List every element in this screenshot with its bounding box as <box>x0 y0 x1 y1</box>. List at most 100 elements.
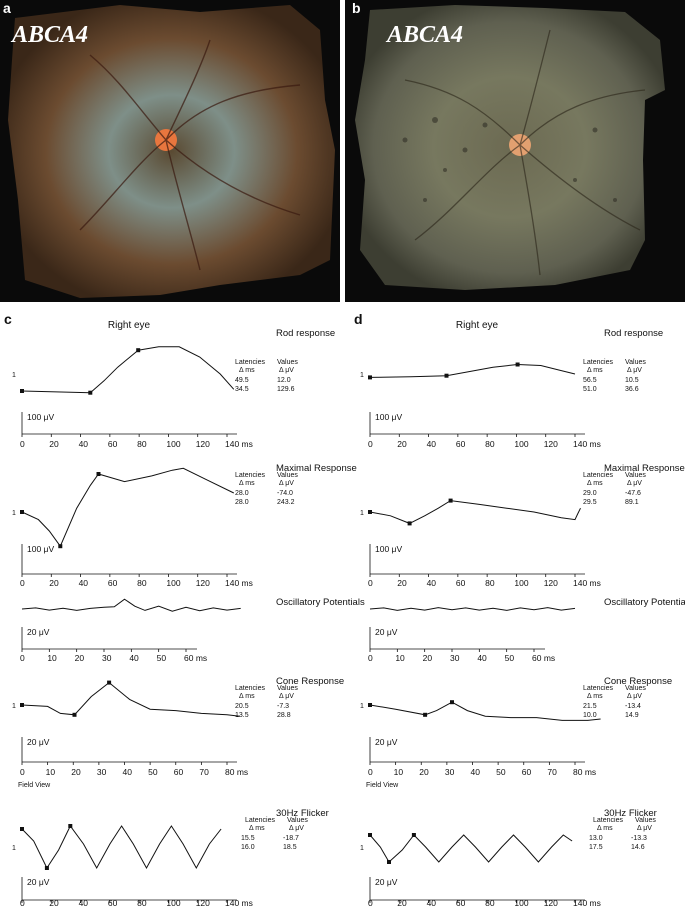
erg-section-oscillatory-potentials: Oscillatory Potentials 20 μV 0 10 20 30 40 50 60… <box>20 597 365 663</box>
x-tick-label: 50 <box>496 767 506 777</box>
field-view-label: Field View <box>18 782 51 789</box>
latency-value: 28.0 <box>235 490 249 497</box>
value-amplitude: 10.5 <box>625 377 639 384</box>
erg-trace <box>21 346 235 394</box>
values-unit: Δ μV <box>279 693 294 700</box>
pigment-deposits-b <box>402 117 617 202</box>
x-tick-label: 0 <box>20 439 25 449</box>
values-unit: Δ μV <box>637 825 652 832</box>
x-tick-label: 0 <box>368 653 373 663</box>
panel-letter-a: a <box>3 0 11 16</box>
trace-marker <box>136 348 141 353</box>
section-title: Cone Response <box>276 676 344 687</box>
trace-marker <box>368 375 372 380</box>
x-tick-label: 60 <box>456 439 466 449</box>
x-tick-label: 30 <box>450 653 460 663</box>
x-tick-label: 20 <box>49 439 59 449</box>
x-tick-label: 80 <box>485 439 495 449</box>
value-amplitude: 28.8 <box>277 712 291 719</box>
x-tick-label: 10 <box>46 767 56 777</box>
eye-title: Right eye <box>108 320 151 331</box>
trace-channel-label: 1 <box>12 703 16 710</box>
trace-marker <box>368 833 372 837</box>
fundus-photo-a: ABCA4 a <box>0 0 340 302</box>
trace-marker <box>68 824 73 828</box>
x-tick-label: 60 <box>108 439 118 449</box>
x-tick-label: 140 ms <box>225 898 253 908</box>
x-tick-label: 40 <box>79 439 89 449</box>
latencies-header: Latencies <box>235 472 265 479</box>
x-tick-label: 140 ms <box>225 578 253 588</box>
section-title: Rod response <box>604 328 663 339</box>
latencies-header: Latencies <box>583 472 613 479</box>
x-tick-label: 120 <box>196 439 210 449</box>
latency-value: 51.0 <box>583 386 597 393</box>
latencies-header: Latencies <box>245 817 275 824</box>
x-tick-label: 120 <box>544 898 558 908</box>
amplitude-scale-label: 20 μV <box>375 627 398 637</box>
x-tick-label: 20 <box>71 767 81 777</box>
trace-marker <box>44 866 49 870</box>
x-tick-label: 80 <box>137 578 147 588</box>
section-title: Oscillatory Potentials <box>276 597 365 608</box>
x-tick-label: 60 <box>456 898 466 908</box>
x-tick-label: 70 <box>199 767 209 777</box>
x-tick-label: 40 <box>427 439 437 449</box>
fundus-photo-b: ABCA4 b <box>345 0 685 302</box>
latencies-header: Latencies <box>593 817 623 824</box>
x-tick-label: 30 <box>102 653 112 663</box>
value-amplitude: 12.0 <box>277 377 291 384</box>
x-tick-label: 80 <box>485 898 495 908</box>
values-unit: Δ μV <box>289 825 304 832</box>
x-tick-label: 40 <box>427 578 437 588</box>
section-title: Cone Response <box>604 676 672 687</box>
values-unit: Δ μV <box>279 480 294 487</box>
latencies-unit: Δ ms <box>239 367 255 374</box>
retinal-vessels-b <box>404 29 646 276</box>
amplitude-scale-label: 20 μV <box>375 877 398 887</box>
value-amplitude: -7.3 <box>277 703 289 710</box>
latency-value: 17.5 <box>589 844 603 851</box>
trace-marker <box>88 390 93 395</box>
x-tick-label: 0 <box>20 767 25 777</box>
trace-marker <box>20 827 24 831</box>
panel-letter-c: c <box>4 311 12 327</box>
x-tick-label: 40 <box>79 578 89 588</box>
values-header: Values <box>277 472 298 479</box>
trace-channel-label: 1 <box>12 372 16 379</box>
trace-marker <box>58 544 63 549</box>
x-tick-label: 20 <box>75 653 85 663</box>
section-title: Maximal Response <box>276 463 357 474</box>
x-tick-label: 20 <box>49 898 59 908</box>
values-header: Values <box>277 685 298 692</box>
values-unit: Δ μV <box>627 367 642 374</box>
x-tick-label: 100 <box>514 898 528 908</box>
x-tick-label: 140 ms <box>573 439 601 449</box>
x-tick-label: 0 <box>20 653 25 663</box>
trace-marker <box>387 860 391 864</box>
erg-trace <box>369 500 581 524</box>
x-tick-label: 0 <box>368 767 373 777</box>
section-title: 30Hz Flicker <box>276 808 329 819</box>
erg-trace <box>369 701 601 721</box>
x-tick-label: 120 <box>544 439 558 449</box>
x-tick-label: 0 <box>368 578 373 588</box>
x-tick-label: 140 ms <box>225 439 253 449</box>
x-tick-label: 60 <box>108 578 118 588</box>
amplitude-scale-label: 20 μV <box>27 627 50 637</box>
values-unit: Δ μV <box>279 367 294 374</box>
values-header: Values <box>287 817 308 824</box>
trace-channel-label: 1 <box>360 845 364 852</box>
values-unit: Δ μV <box>627 693 642 700</box>
latency-value: 56.5 <box>583 377 597 384</box>
latencies-unit: Δ ms <box>239 693 255 700</box>
value-amplitude: 129.6 <box>277 386 295 393</box>
amplitude-scale-label: 20 μV <box>27 737 50 747</box>
section-title: Oscillatory Potentials <box>604 597 685 608</box>
